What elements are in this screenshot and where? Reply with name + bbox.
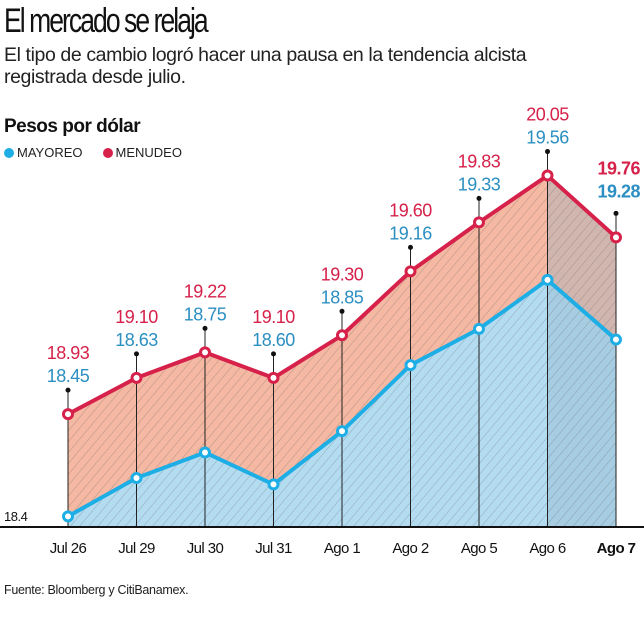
legend-dot-icon [102, 147, 113, 158]
x-tick-label: Jul 29 [118, 540, 155, 557]
menudeo-point [610, 231, 622, 244]
mayoreo-value-label: 19.33 [458, 174, 501, 194]
label-stem-dot [65, 387, 71, 393]
menudeo-value-label: 18.93 [47, 343, 90, 363]
legend: MAYOREO MENUDEO [4, 145, 182, 160]
label-stem-dot [613, 210, 619, 216]
mayoreo-point [404, 359, 417, 372]
mayoreo-value-label: 19.28 [597, 181, 640, 201]
mayoreo-point [267, 478, 280, 491]
mayoreo-point [199, 446, 211, 459]
y-min-label: 18.4 [4, 509, 28, 524]
menudeo-point [130, 371, 143, 384]
mayoreo-value-label: 18.63 [115, 330, 158, 350]
label-stem-dot [408, 244, 413, 250]
mayoreo-value-label: 18.45 [47, 366, 90, 386]
x-tick-label: Ago 6 [529, 540, 565, 557]
mayoreo-point [62, 510, 74, 523]
menudeo-point [404, 265, 417, 278]
x-tick-label: Ago 2 [392, 540, 428, 557]
menudeo-point [336, 329, 348, 342]
menudeo-value-label: 19.60 [389, 200, 432, 220]
mayoreo-point [610, 333, 622, 346]
legend-label: MENUDEO [115, 145, 182, 160]
mayoreo-value-label: 18.60 [252, 330, 295, 350]
x-tick-label: Ago 7 [597, 540, 636, 557]
menudeo-value-label: 19.22 [184, 281, 227, 301]
menudeo-value-label: 20.05 [526, 105, 569, 125]
menudeo-point [62, 408, 74, 421]
source-note: Fuente: Bloomberg y CitiBanamex. [4, 583, 189, 597]
menudeo-value-label: 19.10 [252, 307, 295, 327]
label-stem-dot [134, 351, 139, 357]
mayoreo-value-label: 19.56 [526, 128, 569, 148]
x-tick-label: Jul 31 [255, 540, 292, 557]
menudeo-value-label: 19.76 [597, 158, 640, 178]
legend-item-menudeo: MENUDEO [102, 145, 182, 160]
chart-subtitle: El tipo de cambio logró hacer una pausa … [4, 44, 527, 88]
mayoreo-value-label: 18.75 [184, 304, 227, 324]
menudeo-value-label: 19.10 [115, 307, 158, 327]
x-tick-label: Jul 26 [50, 540, 87, 557]
menudeo-point [473, 216, 485, 229]
menudeo-point [199, 346, 211, 359]
legend-dot-icon [4, 147, 14, 158]
mayoreo-value-label: 18.85 [321, 287, 364, 307]
label-stem-dot [476, 195, 482, 201]
y-axis-label: Pesos por dólar [4, 116, 141, 137]
menudeo-point [267, 371, 280, 384]
menudeo-point [541, 169, 554, 182]
mayoreo-point [130, 472, 143, 485]
legend-label: MAYOREO [17, 145, 83, 160]
x-tick-label: Jul 30 [187, 540, 224, 557]
x-tick-label: Ago 1 [324, 540, 360, 557]
mayoreo-point [336, 425, 348, 438]
mayoreo-value-label: 19.16 [389, 223, 432, 243]
label-stem-dot [339, 308, 345, 314]
chart-title: El mercado se relaja [4, 2, 209, 40]
x-tick-label: Ago 5 [461, 540, 497, 557]
label-stem-dot [202, 325, 208, 331]
mayoreo-point [541, 273, 554, 286]
mayoreo-point [473, 322, 485, 335]
menudeo-value-label: 19.83 [458, 151, 501, 171]
label-stem-dot [545, 149, 550, 155]
label-stem-dot [271, 351, 276, 357]
legend-item-mayoreo: MAYOREO [4, 145, 83, 160]
menudeo-value-label: 19.30 [321, 264, 364, 284]
